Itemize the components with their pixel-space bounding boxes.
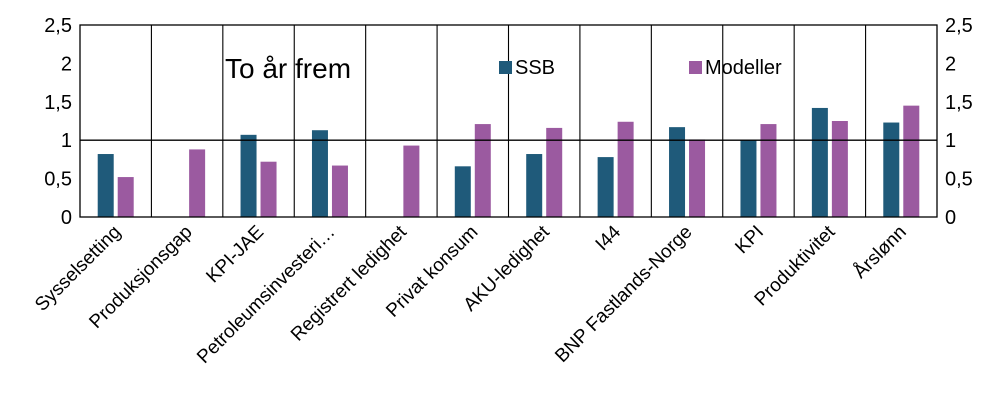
legend-swatch-modeller <box>689 61 702 74</box>
legend-label-modeller: Modeller <box>705 57 782 79</box>
bar-modeller-7 <box>617 121 634 217</box>
bar-modeller-9 <box>760 124 777 217</box>
bar-modeller-8 <box>689 139 706 217</box>
y-tick-label-right: 2,5 <box>945 15 973 37</box>
bar-ssb-8 <box>669 127 686 217</box>
bar-modeller-5 <box>474 124 491 217</box>
category-dividers <box>150 25 867 217</box>
legend: SSB Modeller <box>499 57 782 79</box>
y-tick-label-left: 1 <box>61 130 72 152</box>
y-tick-label-left: 1,5 <box>44 92 72 114</box>
bar-modeller-11 <box>903 105 920 217</box>
chart-title: To år frem <box>225 53 351 84</box>
bar-ssb-3 <box>311 130 328 217</box>
right-y-axis: 0 0,5 1 1,5 2 2,5 <box>945 15 973 229</box>
y-tick-label-left: 0,5 <box>44 169 72 191</box>
bar-modeller-2 <box>260 161 277 217</box>
bars <box>97 105 920 217</box>
y-tick-label-right: 1 <box>945 130 956 152</box>
y-tick-label-left: 2 <box>61 53 72 75</box>
x-tick-label: Petroleumsinvesteri… <box>193 222 339 368</box>
bar-modeller-10 <box>831 121 848 217</box>
y-tick-label-left: 0 <box>61 207 72 229</box>
bar-modeller-1 <box>189 149 206 217</box>
bar-modeller-0 <box>117 177 134 217</box>
x-tick-label: KPI-JAE <box>202 222 268 288</box>
y-tick-label-right: 2 <box>945 53 956 75</box>
y-tick-label-right: 0,5 <box>945 169 973 191</box>
y-tick-label-right: 1,5 <box>945 92 973 114</box>
plot-frame <box>79 24 938 218</box>
y-tick-label-left: 2,5 <box>44 15 72 37</box>
bar-modeller-4 <box>403 145 420 217</box>
x-tick-label: I44 <box>592 221 626 255</box>
bar-ssb-0 <box>97 154 114 217</box>
bar-ssb-9 <box>740 140 757 217</box>
left-y-axis: 0 0,5 1 1,5 2 2,5 <box>44 15 72 229</box>
legend-swatch-ssb <box>499 61 512 74</box>
bar-ssb-6 <box>526 154 543 217</box>
x-tick-label: Årslønn <box>850 222 911 283</box>
bar-ssb-10 <box>811 107 828 217</box>
x-tick-label: KPI <box>731 222 768 259</box>
x-tick-label: BNP Fastlands-Norge <box>551 222 696 367</box>
bar-ssb-2 <box>240 134 257 217</box>
y-tick-label-right: 0 <box>945 207 956 229</box>
bar-modeller-3 <box>331 165 348 217</box>
bar-ssb-5 <box>454 166 471 217</box>
legend-label-ssb: SSB <box>515 57 555 79</box>
bar-ssb-11 <box>883 122 900 217</box>
bar-ssb-7 <box>597 157 614 217</box>
bar-modeller-6 <box>546 127 563 217</box>
